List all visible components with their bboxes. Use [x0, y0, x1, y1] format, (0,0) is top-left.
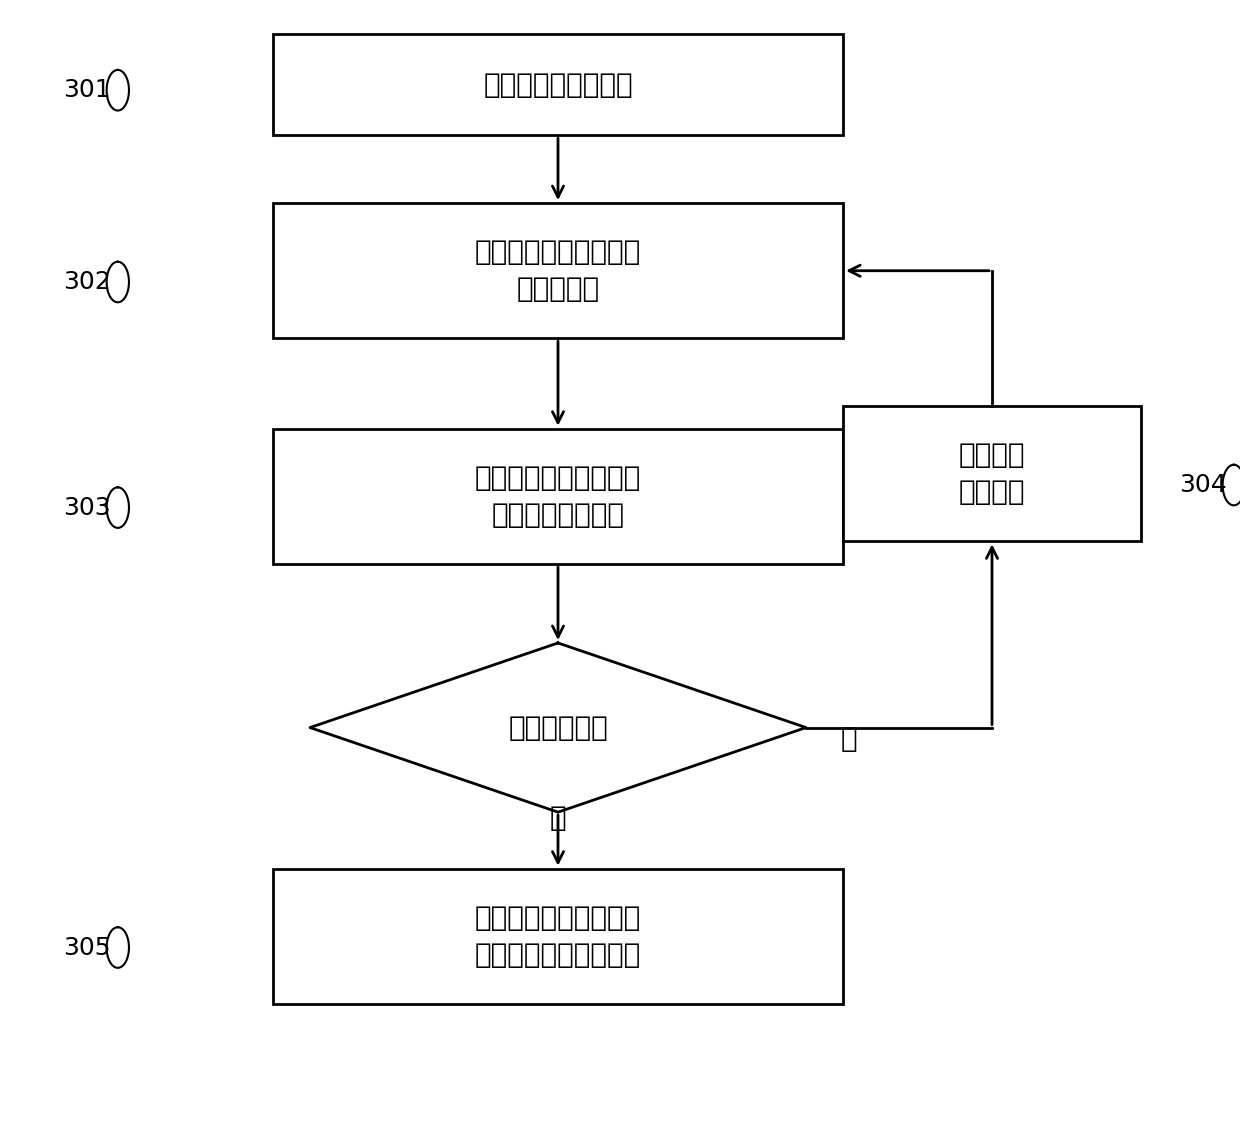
FancyBboxPatch shape	[273, 429, 843, 564]
Text: 301: 301	[63, 78, 110, 103]
Text: 磁场扫描结束: 磁场扫描结束	[508, 714, 608, 741]
Text: 设定磁场强度初始值: 设定磁场强度初始值	[484, 71, 632, 98]
FancyBboxPatch shape	[273, 203, 843, 338]
Text: 拟合数据给出谐振器谐
振频率及微波磁场强度: 拟合数据给出谐振器谐 振频率及微波磁场强度	[475, 904, 641, 969]
Text: 否: 否	[841, 725, 858, 752]
Text: 扫描微波频率得到光探
测磁共振谱: 扫描微波频率得到光探 测磁共振谱	[475, 238, 641, 303]
Text: 梯度改变
磁场强度: 梯度改变 磁场强度	[959, 441, 1025, 506]
Text: 304: 304	[1179, 473, 1226, 497]
Text: 305: 305	[63, 935, 110, 960]
Text: 固定微波频率改变脉冲
长度进行拉比振荡: 固定微波频率改变脉冲 长度进行拉比振荡	[475, 464, 641, 529]
FancyBboxPatch shape	[843, 406, 1141, 541]
FancyBboxPatch shape	[273, 34, 843, 135]
Polygon shape	[310, 643, 806, 812]
FancyBboxPatch shape	[273, 869, 843, 1004]
Text: 是: 是	[549, 804, 567, 831]
Text: 303: 303	[63, 495, 110, 520]
Text: 302: 302	[63, 270, 110, 294]
